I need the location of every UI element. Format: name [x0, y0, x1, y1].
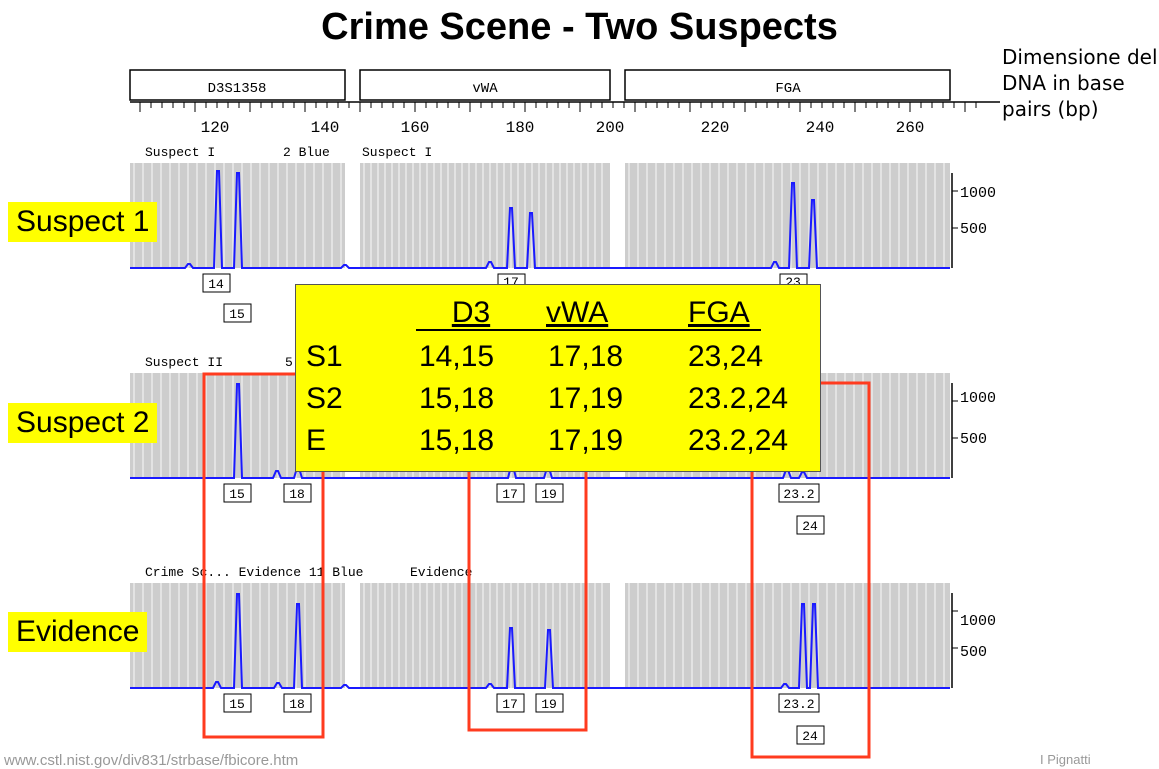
panel-background — [360, 583, 610, 688]
table-cell: 15,18 — [419, 382, 495, 415]
allele-label: 15 — [229, 487, 245, 502]
y-tick-label: 1000 — [960, 390, 996, 407]
allele-box — [283, 483, 312, 503]
tick-label: 220 — [701, 119, 730, 137]
tick-label: 200 — [596, 119, 625, 137]
table-cell: 23.2,24 — [688, 424, 789, 457]
table-row-id: E — [306, 424, 327, 457]
allele-label: 23.2 — [783, 697, 814, 712]
allele-label: 18 — [289, 487, 305, 502]
genotype-table: D3 vWA FGA S1 14,15 17,18 23,24 S2 15,18… — [295, 284, 821, 472]
allele-box — [283, 693, 312, 713]
table-cell: 23.2,24 — [688, 382, 789, 415]
table-cell: 17,19 — [548, 382, 624, 415]
allele-label: 23.2 — [783, 487, 814, 502]
allele-label: 17 — [502, 697, 518, 712]
panel1-subtitle: Suspect I — [362, 145, 432, 160]
allele-label: 19 — [541, 487, 557, 502]
row-label-suspect-2: Suspect 2 — [8, 403, 158, 443]
trace-line — [130, 170, 950, 269]
allele-box — [496, 483, 525, 503]
allele-label: 17 — [502, 487, 518, 502]
panel2-title: Suspect II — [145, 355, 223, 370]
allele-label: 18 — [289, 697, 305, 712]
locus-box-d3 — [129, 69, 346, 101]
allele-label: 19 — [541, 697, 557, 712]
tick-label: 160 — [401, 119, 430, 137]
table-cell: 17,19 — [548, 424, 624, 457]
y-tick-label: 1000 — [960, 613, 996, 630]
size-note: Dimensione del DNA in base pairs (bp) — [1002, 45, 1158, 121]
table-cell: 14,15 — [419, 340, 495, 373]
source-url: www.cstl.nist.gov/div831/strbase/fbicore… — [4, 752, 299, 769]
locus-label-fga: FGA — [775, 81, 801, 97]
tick-label: 120 — [201, 119, 230, 137]
allele-box — [223, 483, 252, 503]
locus-label-d3: D3S1358 — [208, 81, 267, 97]
page-title: Crime Scene - Two Suspects — [321, 6, 838, 48]
locus-box-fga — [624, 69, 951, 101]
table-header-d3: D3 — [451, 296, 491, 329]
highlight-box-d3 — [202, 372, 325, 739]
allele-box — [778, 693, 820, 713]
allele-box — [223, 693, 252, 713]
allele-label: 14 — [208, 277, 224, 292]
tick-label: 140 — [311, 119, 340, 137]
table-cell: 23,24 — [688, 340, 764, 373]
locus-label-vwa: vWA — [472, 81, 498, 97]
y-tick-label: 1000 — [960, 185, 996, 202]
panel3-title: Crime Sc... Evidence 11 Blue — [145, 565, 363, 580]
panel-background — [625, 163, 950, 268]
trace-line — [130, 593, 950, 689]
allele-box — [535, 693, 564, 713]
tick-label: 240 — [806, 119, 835, 137]
allele-label: 24 — [802, 729, 818, 744]
allele-label: 15 — [229, 697, 245, 712]
tick-label: 260 — [896, 119, 925, 137]
panel3-subtitle: Evidence — [410, 565, 472, 580]
axis-tick-labels: 120 140 160 180 200 220 240 260 — [201, 119, 925, 137]
panel1-title: Suspect I — [145, 145, 215, 160]
allele-box — [223, 303, 252, 323]
panel-background — [625, 583, 950, 688]
allele-box — [202, 273, 231, 293]
table-header-rule — [416, 329, 761, 331]
trace-panel — [130, 163, 958, 269]
allele-label: 15 — [229, 307, 245, 322]
allele-box — [796, 515, 825, 535]
row-label-evidence: Evidence — [8, 612, 148, 652]
allele-box — [796, 725, 825, 745]
table-cell: 17,18 — [548, 340, 624, 373]
allele-box — [778, 483, 820, 503]
panel-background — [360, 163, 610, 268]
credit-text: I Pignatti — [1040, 752, 1091, 767]
locus-box-vwa — [359, 69, 611, 101]
panel2-dye: 5 — [285, 355, 293, 370]
table-header-fga: FGA — [688, 296, 750, 329]
axis-ticks — [139, 102, 977, 112]
table-row-id: S2 — [306, 382, 343, 415]
trace-panel — [130, 583, 958, 689]
tick-label: 180 — [506, 119, 535, 137]
allele-box — [496, 693, 525, 713]
table-cell: 15,18 — [419, 424, 495, 457]
allele-label: 24 — [802, 519, 818, 534]
y-tick-label: 500 — [960, 221, 987, 238]
table-header-vwa: vWA — [546, 296, 609, 329]
table-row-id: S1 — [306, 340, 343, 373]
panel1-dye: 2 Blue — [283, 145, 330, 160]
y-tick-label: 500 — [960, 431, 987, 448]
row-label-suspect-1: Suspect 1 — [8, 202, 158, 242]
y-tick-label: 500 — [960, 644, 987, 661]
allele-box — [535, 483, 564, 503]
